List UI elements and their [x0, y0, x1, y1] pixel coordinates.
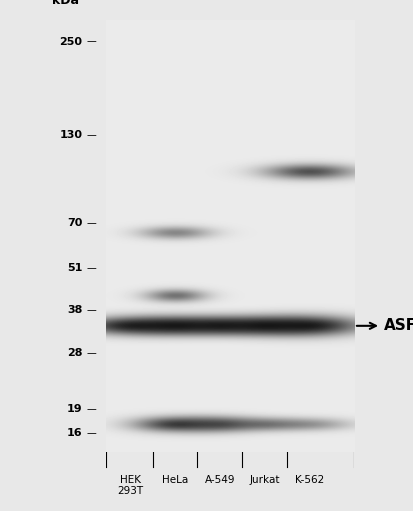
Text: 250: 250	[59, 37, 82, 47]
Text: A-549: A-549	[204, 475, 235, 484]
Text: 70: 70	[67, 218, 82, 228]
Text: ASF: ASF	[356, 318, 413, 333]
Text: kDa: kDa	[52, 0, 79, 8]
Text: —: —	[86, 305, 96, 315]
Text: —: —	[86, 37, 96, 47]
Text: —: —	[86, 349, 96, 359]
Text: —: —	[86, 428, 96, 438]
Text: K-562: K-562	[294, 475, 323, 484]
Text: 130: 130	[59, 130, 82, 140]
Text: HeLa: HeLa	[161, 475, 188, 484]
Text: Jurkat: Jurkat	[249, 475, 279, 484]
Text: 51: 51	[67, 263, 82, 273]
Text: —: —	[86, 218, 96, 228]
Text: —: —	[86, 404, 96, 414]
Text: 19: 19	[66, 404, 82, 414]
Text: —: —	[86, 263, 96, 273]
Text: 38: 38	[67, 305, 82, 315]
Text: —: —	[86, 130, 96, 140]
Text: 16: 16	[66, 428, 82, 438]
Text: 28: 28	[66, 349, 82, 359]
Text: HEK
293T: HEK 293T	[117, 475, 143, 496]
